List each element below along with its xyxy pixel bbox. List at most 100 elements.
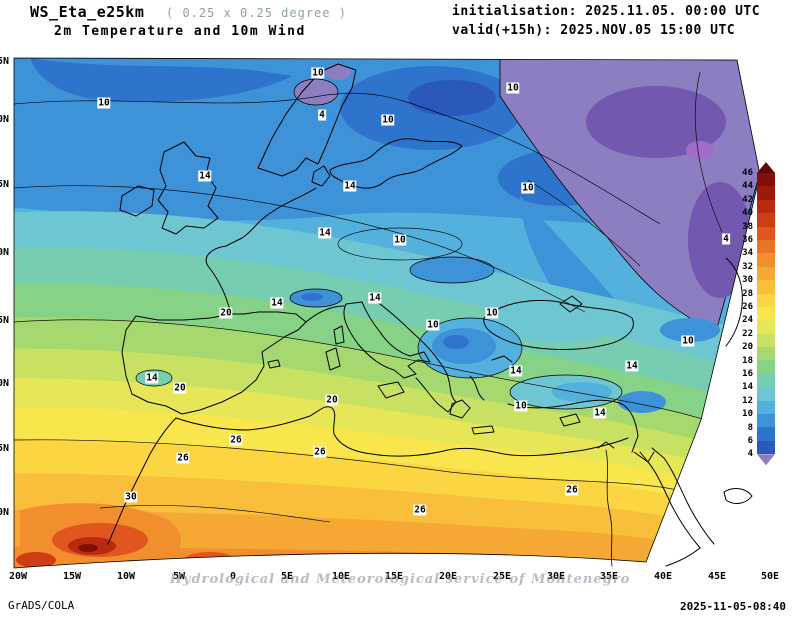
map-domain-border (13, 57, 761, 569)
lat-tick-label: 45N (0, 315, 10, 326)
chart-title: 2m Temperature and 10m Wind (54, 24, 306, 39)
colorbar-tick-label: 40 (742, 208, 753, 219)
grads-credit: GrADS/COLA (8, 599, 75, 612)
colorbar-segment (757, 162, 775, 173)
lon-tick-label: 0 (229, 571, 237, 582)
contour-value-label: 10 (393, 234, 407, 246)
lon-tick-label: 5W (172, 571, 186, 582)
colorbar-tick-label: 20 (742, 342, 753, 353)
colorbar-tick-label: 42 (742, 194, 753, 205)
colorbar-segment (757, 253, 775, 267)
colorbar-tick-label: 18 (742, 355, 753, 366)
colorbar-tick-label: 46 (742, 168, 753, 178)
colorbar-tick-label: 4 (747, 449, 753, 460)
contour-value-label: 10 (521, 182, 535, 194)
grid-resolution: ( 0.25 x 0.25 degree ) (166, 6, 347, 20)
model-name: WS_Eta_e25km (30, 3, 145, 21)
lat-tick-label: 60N (0, 114, 10, 125)
colorbar-segment (757, 360, 775, 374)
contour-value-label: 14 (509, 365, 523, 377)
colorbar-segment (757, 320, 775, 334)
contour-value-label: 14 (368, 292, 382, 304)
colorbar-segment (757, 427, 775, 441)
lon-tick-label: 20W (8, 571, 28, 582)
colorbar-tick-label: 12 (742, 395, 753, 406)
init-time: initialisation: 2025.11.05. 00:00 UTC (452, 4, 761, 19)
lon-tick-label: 10W (116, 571, 136, 582)
contour-value-label: 14 (593, 407, 607, 419)
colorbar-tick-label: 32 (742, 261, 753, 272)
colorbar-segment (757, 333, 775, 348)
lon-tick-label: 40E (653, 571, 673, 582)
contour-value-label: 20 (173, 382, 187, 394)
contour-value-label: 14 (198, 170, 212, 182)
contour-value-label: 10 (97, 97, 111, 109)
contour-value-label: 26 (313, 446, 327, 458)
contour-value-label: 14 (270, 297, 284, 309)
contour-value-label: 14 (318, 227, 332, 239)
colorbar-tick-label: 44 (742, 181, 753, 192)
lon-tick-label: 15W (62, 571, 82, 582)
contour-lines (14, 71, 723, 523)
colorbar-tick-label: 28 (742, 288, 753, 299)
colorbar-segment (757, 347, 775, 361)
contour-value-label: 10 (426, 319, 440, 331)
colorbar-tick-label: 10 (742, 409, 753, 420)
contour-value-label: 14 (343, 180, 357, 192)
lat-tick-label: 65N (0, 56, 10, 67)
contour-value-label: 14 (145, 372, 159, 384)
colorbar-tick-label: 16 (742, 369, 753, 379)
colorbar-segment (757, 454, 775, 466)
lon-tick-label: 30E (546, 571, 566, 582)
contour-value-label: 30 (124, 491, 138, 503)
colorbar-segment (757, 226, 775, 240)
colorbar-tick-label: 14 (742, 382, 753, 393)
contour-value-label: 10 (485, 307, 499, 319)
colorbar-segment (757, 266, 775, 281)
colorbar-strip (757, 162, 775, 466)
colorbar-segment (757, 280, 775, 294)
colorbar-segment (757, 414, 775, 428)
valid-time: valid(+15h): 2025.NOV.05 15:00 UTC (452, 23, 736, 38)
lon-tick-label: 20E (438, 571, 458, 582)
contour-value-label: 4 (318, 109, 326, 121)
contour-value-label: 20 (325, 394, 339, 406)
colorbar-segment (757, 293, 775, 307)
lat-tick-label: 35N (0, 443, 10, 454)
lon-tick-label: 25E (492, 571, 512, 582)
colorbar-tick-label: 34 (742, 248, 753, 259)
contour-value-label: 14 (625, 360, 639, 372)
contour-value-label: 26 (565, 484, 579, 496)
colorbar-segment (757, 213, 775, 227)
lon-tick-label: 15E (384, 571, 404, 582)
contour-value-label: 10 (506, 82, 520, 94)
header-right: initialisation: 2025.11.05. 00:00 UTC va… (452, 2, 760, 40)
colorbar-segment (757, 173, 775, 187)
header-left: WS_Eta_e25km ( 0.25 x 0.25 degree ) 2m T… (30, 2, 347, 39)
lon-tick-label: 50E (760, 571, 780, 582)
colorbar-tick-label: 24 (742, 315, 753, 326)
colorbar-segment (757, 199, 775, 214)
colorbar-segment (757, 306, 775, 321)
lon-tick-label: 35E (599, 571, 619, 582)
lat-tick-label: 40N (0, 378, 10, 389)
contour-value-label: 26 (229, 434, 243, 446)
colorbar-segment (757, 400, 775, 415)
colorbar-tick-label: 22 (742, 328, 753, 339)
temperature-field (14, 58, 760, 568)
contour-value-label: 10 (381, 114, 395, 126)
lon-tick-label: 45E (707, 571, 727, 582)
coastlines (107, 63, 753, 567)
contour-value-label: 20 (219, 307, 233, 319)
colorbar-tick-label: 8 (747, 422, 753, 433)
lon-tick-label: 5E (280, 571, 294, 582)
contour-value-label: 10 (681, 335, 695, 347)
contour-value-label: 26 (413, 504, 427, 516)
contour-value-label: 26 (176, 452, 190, 464)
colorbar-segment (757, 186, 775, 200)
lat-tick-label: 55N (0, 179, 10, 190)
colorbar-tick-label: 36 (742, 235, 753, 245)
colorbar-segment (757, 239, 775, 254)
